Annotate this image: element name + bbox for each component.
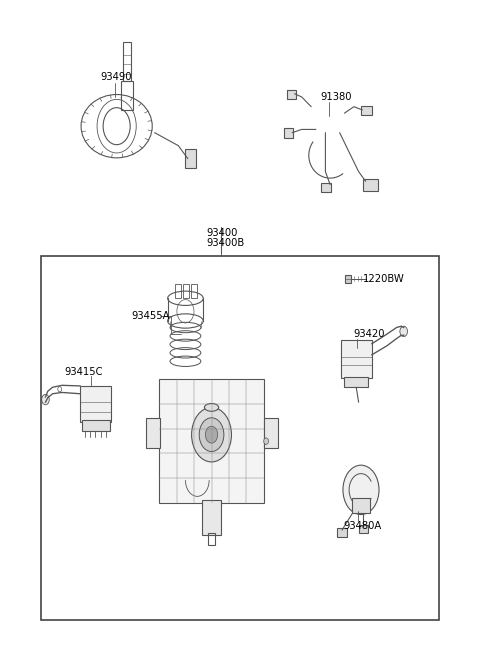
- Bar: [191, 284, 197, 298]
- Bar: [183, 284, 189, 298]
- Bar: [321, 183, 331, 193]
- Bar: [284, 128, 293, 138]
- Bar: [352, 498, 370, 514]
- Bar: [82, 420, 109, 432]
- Bar: [41, 256, 439, 620]
- Text: 91380: 91380: [321, 92, 352, 102]
- Bar: [175, 284, 180, 298]
- Text: 93480A: 93480A: [343, 521, 382, 531]
- Bar: [363, 179, 378, 191]
- Text: 93415C: 93415C: [64, 367, 103, 377]
- Text: 1220BW: 1220BW: [362, 274, 404, 284]
- Circle shape: [199, 418, 224, 451]
- Ellipse shape: [204, 403, 219, 411]
- Bar: [146, 419, 160, 447]
- Bar: [123, 42, 132, 81]
- Text: 93400: 93400: [207, 229, 238, 238]
- Circle shape: [343, 465, 379, 515]
- Bar: [344, 377, 368, 387]
- Circle shape: [264, 438, 268, 444]
- Text: 93455A: 93455A: [131, 312, 169, 322]
- Bar: [341, 341, 372, 378]
- Bar: [208, 533, 216, 545]
- Bar: [264, 419, 278, 447]
- Bar: [80, 386, 111, 422]
- Text: 93490: 93490: [100, 73, 132, 83]
- Bar: [288, 90, 296, 99]
- Circle shape: [192, 407, 231, 462]
- Circle shape: [400, 326, 408, 337]
- Text: 93400B: 93400B: [207, 238, 245, 248]
- Text: 93420: 93420: [353, 329, 384, 339]
- Circle shape: [205, 426, 218, 443]
- Bar: [359, 525, 368, 533]
- Bar: [337, 528, 347, 536]
- Bar: [202, 500, 221, 535]
- Bar: [361, 106, 372, 115]
- Bar: [345, 275, 351, 283]
- Bar: [159, 379, 264, 503]
- Bar: [121, 81, 133, 110]
- Circle shape: [42, 394, 49, 405]
- Bar: [185, 149, 196, 168]
